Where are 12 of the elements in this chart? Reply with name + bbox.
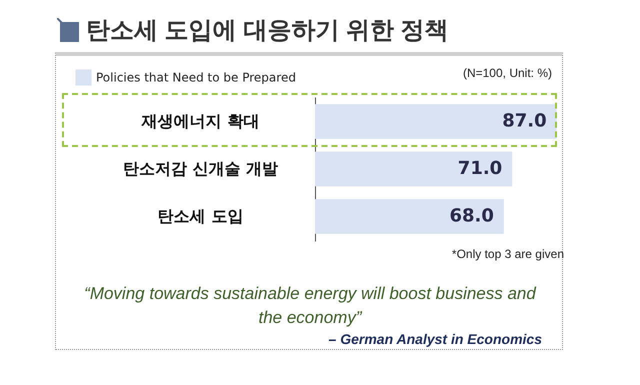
data-label: 68.0	[449, 206, 494, 227]
chart-title: 탄소세 도입에 대응하기 위한 정책	[86, 16, 449, 46]
text: – German Analyst in Economics	[328, 331, 542, 347]
data-label: 71.0	[458, 158, 502, 179]
text: (N=100, Unit: %)	[462, 66, 552, 80]
data-label: 87.0	[502, 110, 547, 132]
y-tick-label: 재생에너지 확대	[140, 111, 260, 130]
legend-label: Policies that Need to be Prepared	[96, 70, 296, 84]
y-tick-label: 탄소세 도입	[158, 206, 244, 226]
text: *Only top 3 are given	[452, 247, 564, 261]
text: “Moving towards sustainable energy will boost business and the economy”	[83, 283, 538, 329]
y-tick-label: 탄소저감 신개술 개발	[122, 159, 278, 178]
